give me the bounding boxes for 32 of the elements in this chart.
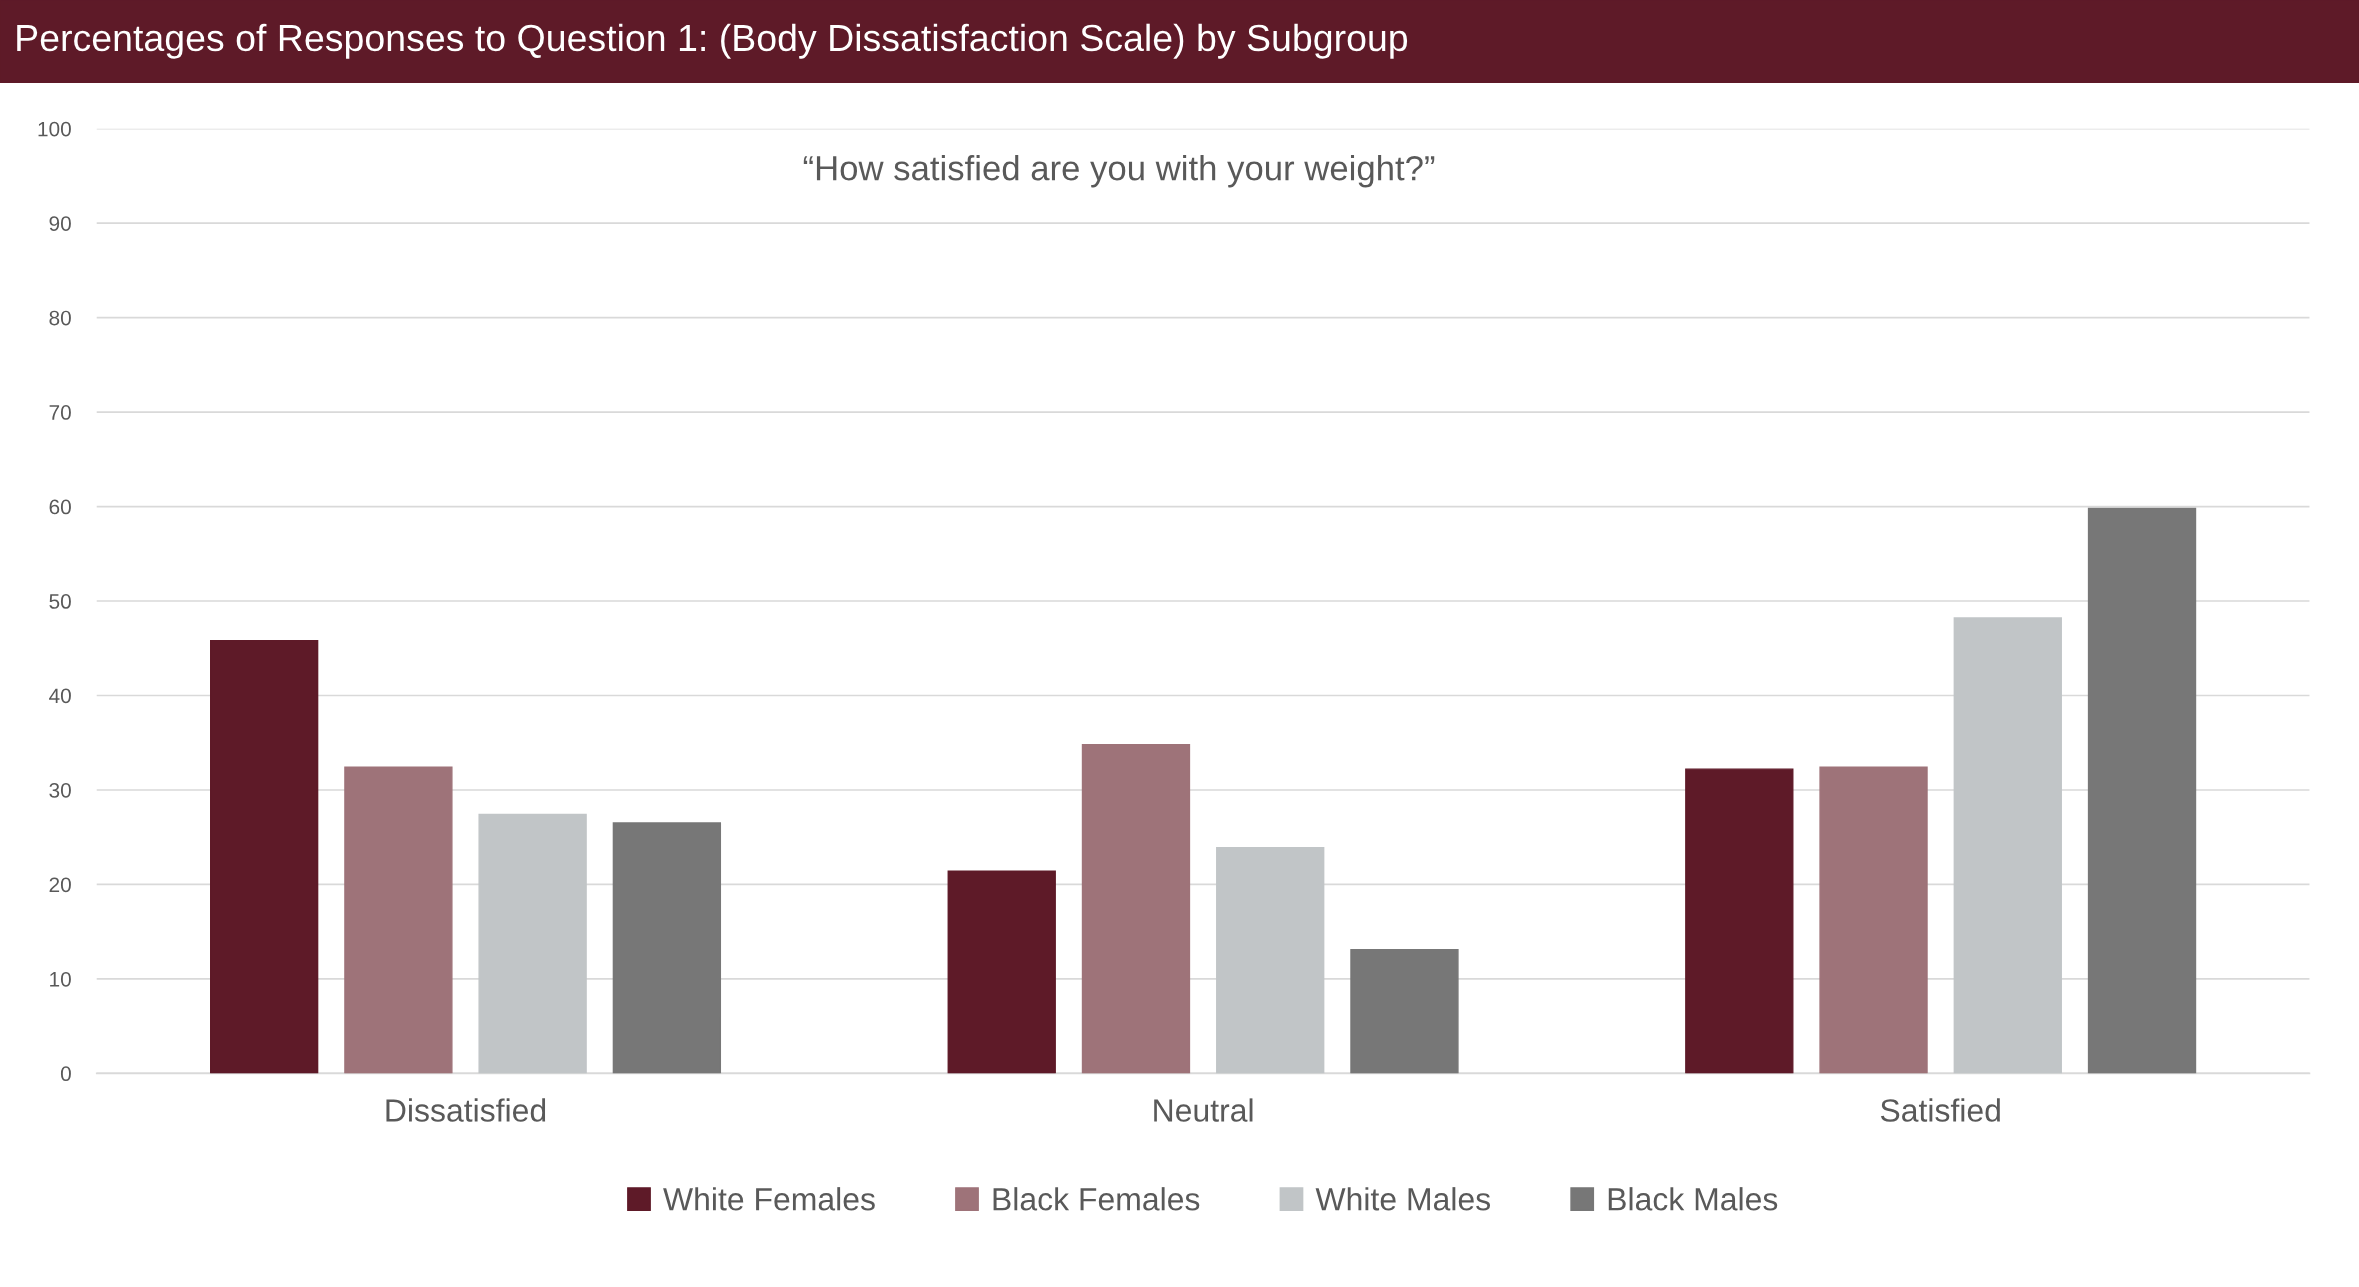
bar [1953, 617, 2062, 1074]
y-tick-label: 90 [49, 216, 71, 231]
bar [1081, 743, 1191, 1074]
chart-title: Percentages of Responses to Question 1: (Body Dissatisfaction Scale) by Subgroup [17, 23, 1408, 59]
bar [612, 822, 722, 1074]
y-tick-label: 100 [38, 121, 71, 137]
y-tick-label: 50 [49, 594, 71, 609]
legend-label: Black Females [993, 1187, 1200, 1211]
y-tick-label: 80 [49, 310, 71, 326]
y-tick-label: 70 [49, 405, 71, 420]
y-tick-label: 0 [60, 1066, 71, 1082]
bar [1685, 768, 1794, 1074]
bar [1216, 846, 1325, 1074]
legend-label: White Males [1315, 1187, 1491, 1211]
bar [344, 766, 453, 1074]
bar [1819, 766, 1928, 1074]
y-tick-label: 10 [50, 971, 71, 987]
y-tick-label: 60 [49, 499, 71, 515]
text: “How satisfied are you with your weight?” [803, 155, 1435, 188]
legend-label: White Females [663, 1187, 875, 1211]
bar [2087, 507, 2197, 1074]
y-tick-label: 30 [49, 782, 71, 798]
bar [947, 870, 1056, 1074]
bar [209, 640, 319, 1074]
y-tick-label: 40 [49, 688, 71, 704]
x-tick-label: Dissatisfied [386, 1098, 546, 1122]
x-tick-label: Satisfied [1880, 1098, 2000, 1122]
bar [1350, 948, 1459, 1074]
y-tick-label: 20 [49, 877, 71, 893]
bar [478, 813, 587, 1074]
legend-label: Black Males [1608, 1187, 1778, 1211]
x-tick-label: Neutral [1154, 1098, 1253, 1122]
